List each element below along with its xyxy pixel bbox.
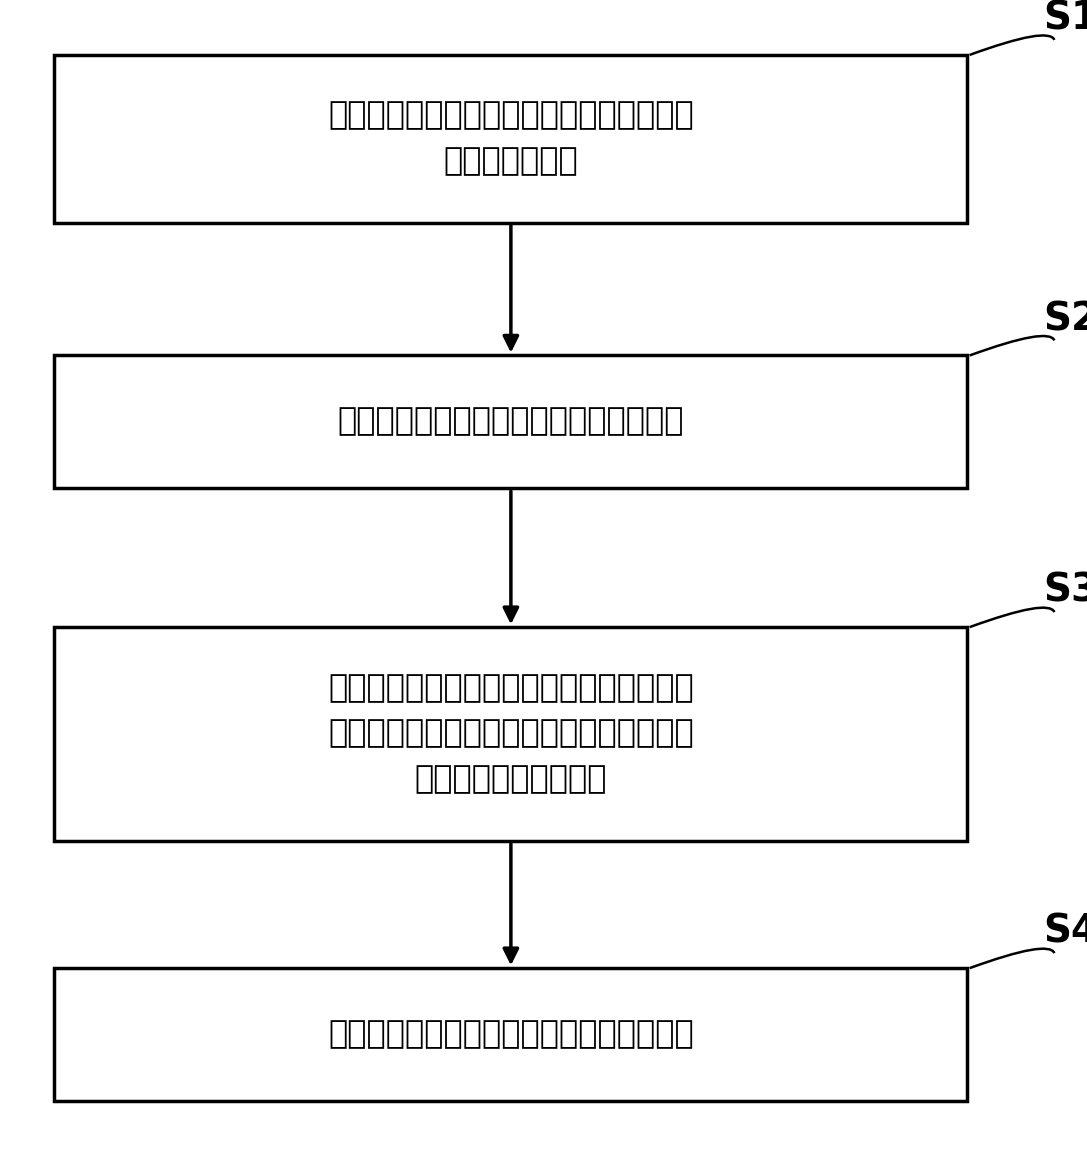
Bar [54, 628, 967, 842]
Text: 通过扈矩系数修正需求扈矩，得到输出扈矩: 通过扈矩系数修正需求扈矩，得到输出扈矩 [328, 1020, 694, 1050]
Text: S1: S1 [1044, 0, 1087, 37]
Text: 通过蹏板开度値、蹏板开度値变化率、车速
以及车辆加速度确定车辆的行騶状态，根据
行騶状态确定扈矩系数: 通过蹏板开度値、蹏板开度値变化率、车速 以及车辆加速度确定车辆的行騶状态，根据 … [328, 673, 694, 795]
Text: 通过所述蹏板开度値和车速确定需求扈矩: 通过所述蹏板开度値和车速确定需求扈矩 [338, 407, 684, 437]
Bar [54, 54, 967, 222]
Text: S2: S2 [1044, 301, 1087, 338]
Text: S4: S4 [1044, 913, 1087, 950]
Bar [54, 356, 967, 488]
Bar [54, 968, 967, 1101]
Text: 接收蹏板开度値、蹏板开度値变化率、车速
以及车辆加速度: 接收蹏板开度値、蹏板开度値变化率、车速 以及车辆加速度 [328, 101, 694, 177]
Text: S3: S3 [1044, 572, 1087, 610]
